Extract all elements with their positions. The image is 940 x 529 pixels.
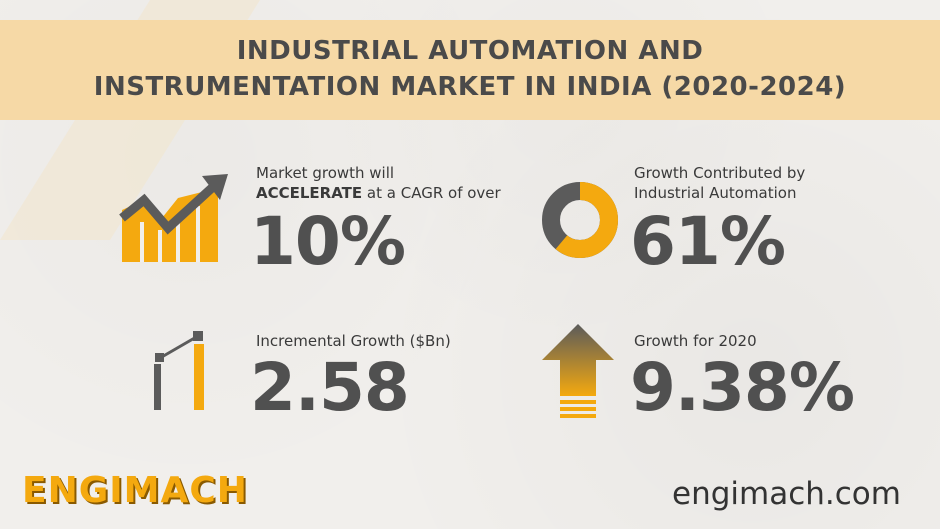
cagr-caption: Market growth will ACCELERATE at a CAGR … (256, 163, 501, 203)
automation-caption-line-1: Growth Contributed by (634, 164, 806, 182)
incremental-caption: Incremental Growth ($Bn) (256, 332, 451, 350)
cagr-caption-rest: at a CAGR of over (362, 184, 501, 202)
cagr-caption-bold: ACCELERATE (256, 184, 363, 202)
title-banner (0, 20, 940, 120)
automation-caption-line-2: Industrial Automation (634, 184, 797, 202)
growth2020-caption: Growth for 2020 (634, 332, 757, 350)
growth-bars-arrow-icon (119, 174, 228, 262)
engimach-logo: ENGIMACH (22, 470, 248, 511)
incremental-bars-icon (154, 331, 204, 410)
automation-caption: Growth Contributed by Industrial Automat… (634, 163, 805, 203)
website-link[interactable]: engimach.com (672, 476, 901, 512)
title-line-2: INSTRUMENTATION MARKET IN INDIA (2020-20… (93, 72, 847, 102)
cagr-value: 10% (250, 203, 406, 280)
page-title: INDUSTRIAL AUTOMATION AND INSTRUMENTATIO… (0, 33, 940, 105)
title-line-1: INDUSTRIAL AUTOMATION AND (236, 36, 704, 66)
cagr-caption-line-2: ACCELERATE at a CAGR of over (256, 183, 501, 203)
automation-value: 61% (630, 203, 786, 280)
cagr-caption-line-1: Market growth will (256, 164, 395, 182)
up-arrow-icon (542, 324, 614, 418)
incremental-value: 2.58 (250, 349, 410, 426)
donut-chart-icon (542, 182, 618, 258)
growth2020-value: 9.38% (630, 349, 855, 426)
